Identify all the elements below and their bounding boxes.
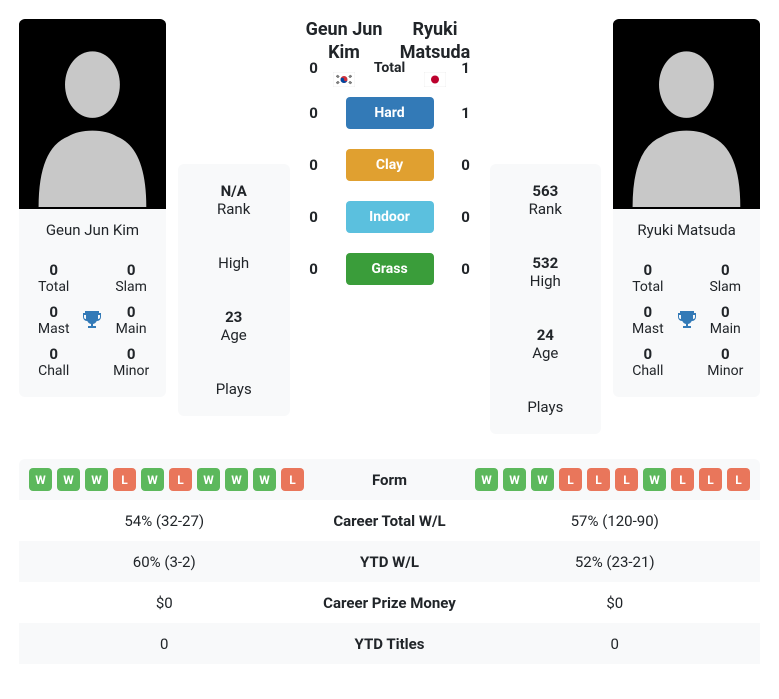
win-badge: W (57, 468, 80, 491)
prize-row: $0 Career Prize Money $0 (19, 582, 760, 623)
win-badge: W (253, 468, 276, 491)
clay-surface-badge[interactable]: Clay (346, 149, 434, 181)
loss-badge: L (671, 468, 694, 491)
ytd-titles-row: 0 YTD Titles 0 (19, 623, 760, 664)
win-badge: W (531, 468, 554, 491)
player1-name-label: Geun Jun Kim (19, 209, 166, 251)
player1-chall: 0 Chall (27, 341, 80, 383)
player1-plays: Plays (178, 362, 290, 416)
player2-minor: 0 Minor (699, 341, 752, 383)
player1-high: High (178, 236, 290, 290)
player1-photo (19, 19, 166, 209)
player2-card: Ryuki Matsuda 0 Total 0 Slam 0 Mast 0 (613, 19, 760, 397)
player2-name-label: Ryuki Matsuda (613, 209, 760, 251)
loss-badge: L (559, 468, 582, 491)
h2h-hard-row: 0 Hard 1 (302, 97, 478, 129)
player2-age: 24 Age (490, 308, 602, 380)
head-to-head-top: Geun Jun Kim 0 Total 0 Slam 0 Mast 0 (19, 19, 760, 434)
player2-total: 0 Total (621, 257, 674, 299)
comparison-table: WWWLWLWWWL Form WWWLLLWLLL 54% (32-27) C… (19, 459, 760, 664)
loss-badge: L (699, 468, 722, 491)
hard-surface-badge[interactable]: Hard (346, 97, 434, 129)
win-badge: W (197, 468, 220, 491)
player2-titles: 0 Total 0 Slam 0 Mast 0 Main 0 (613, 251, 760, 397)
player2-plays: Plays (490, 380, 602, 434)
win-badge: W (225, 468, 248, 491)
player2-stats-card: 563 Rank 532 High 24 Age Plays (490, 164, 602, 434)
loss-badge: L (727, 468, 750, 491)
career-wl-row: 54% (32-27) Career Total W/L 57% (120-90… (19, 500, 760, 541)
win-badge: W (85, 468, 108, 491)
ytd-wl-row: 60% (3-2) YTD W/L 52% (23-21) (19, 541, 760, 582)
player2-mast: 0 Mast (621, 299, 674, 341)
player2-high: 532 High (490, 236, 602, 308)
player2-main: 0 Main (699, 299, 752, 341)
h2h-center: Geun Jun Kim (302, 19, 478, 285)
loss-badge: L (281, 468, 304, 491)
win-badge: W (475, 468, 498, 491)
player1-age: 23 Age (178, 290, 290, 362)
loss-badge: L (615, 468, 638, 491)
h2h-clay-row: 0 Clay 0 (302, 149, 478, 181)
player2-photo (613, 19, 760, 209)
trophy-icon (675, 299, 699, 341)
trophy-icon (80, 299, 104, 341)
h2h-total-row: 0 Total 1 (302, 59, 478, 77)
indoor-surface-badge[interactable]: Indoor (346, 201, 434, 233)
h2h-grass-row: 0 Grass 0 (302, 253, 478, 285)
player1-stats-card: N/A Rank High 23 Age Plays (178, 164, 290, 416)
grass-surface-badge[interactable]: Grass (346, 253, 434, 285)
player1-mast: 0 Mast (27, 299, 80, 341)
loss-badge: L (587, 468, 610, 491)
player1-total: 0 Total (27, 257, 80, 299)
player2-slam: 0 Slam (699, 257, 752, 299)
player1-titles: 0 Total 0 Slam 0 Mast 0 Main 0 (19, 251, 166, 397)
win-badge: W (141, 468, 164, 491)
loss-badge: L (169, 468, 192, 491)
h2h-indoor-row: 0 Indoor 0 (302, 201, 478, 233)
player1-minor: 0 Minor (104, 341, 157, 383)
player2-form: WWWLLLWLLL (475, 468, 750, 491)
player1-rank: N/A Rank (178, 164, 290, 236)
player1-slam: 0 Slam (104, 257, 157, 299)
player1-card: Geun Jun Kim 0 Total 0 Slam 0 Mast 0 (19, 19, 166, 397)
player1-form: WWWLWLWWWL (29, 468, 304, 491)
player2-chall: 0 Chall (621, 341, 674, 383)
player1-main: 0 Main (104, 299, 157, 341)
player2-rank: 563 Rank (490, 164, 602, 236)
form-row: WWWLWLWWWL Form WWWLLLWLLL (19, 459, 760, 500)
win-badge: W (29, 468, 52, 491)
loss-badge: L (113, 468, 136, 491)
win-badge: W (503, 468, 526, 491)
win-badge: W (643, 468, 666, 491)
